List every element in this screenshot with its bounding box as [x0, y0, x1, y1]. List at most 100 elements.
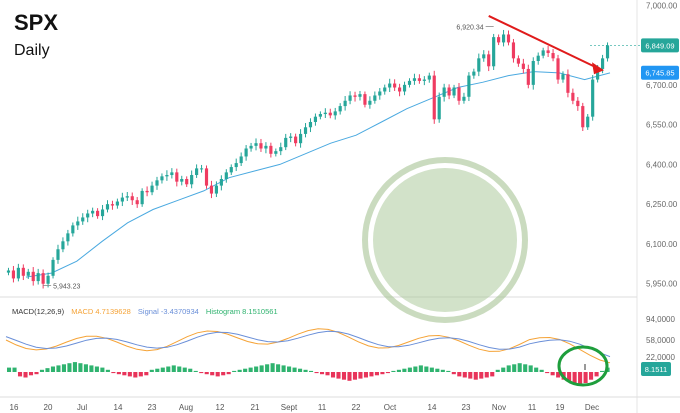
histogram-bar [369, 372, 374, 377]
candle-body [581, 106, 585, 128]
candle-body [541, 50, 545, 56]
candle-body [432, 75, 436, 120]
histogram-bar [385, 372, 390, 374]
candle-body [531, 60, 535, 85]
histogram-bar [583, 372, 588, 383]
y-tick-label: 7,000.00 [646, 1, 678, 10]
histogram-bar [358, 372, 363, 379]
candle-body [422, 79, 426, 81]
macd-legend-title: MACD(12,26,9) [12, 307, 65, 316]
candle-body [447, 87, 451, 96]
candle-body [125, 196, 129, 198]
candle-body [214, 185, 218, 194]
candle-body [506, 34, 511, 43]
histogram-bar [556, 372, 561, 378]
candle-body [402, 84, 407, 92]
candle-body [110, 204, 115, 206]
histogram-bar [188, 368, 193, 372]
candle-body [185, 178, 189, 185]
candle-body [348, 95, 352, 101]
histogram-bar [479, 372, 484, 379]
trendline-arrowhead [592, 62, 604, 75]
x-tick-label: Dec [585, 403, 599, 412]
candle-body [135, 200, 139, 205]
candle-body [86, 213, 90, 218]
histogram-bar [265, 364, 270, 372]
histogram-bar [177, 366, 182, 372]
y-tick-label: 6,250.00 [646, 200, 678, 209]
price-badge [641, 38, 679, 53]
histogram-bar [243, 368, 248, 372]
candle-body [274, 151, 278, 154]
histogram-bar [501, 367, 506, 372]
histogram-bar [94, 366, 99, 372]
x-tick-label: Aug [179, 403, 193, 412]
candle-body [289, 136, 293, 138]
x-tick-label: 12 [216, 403, 225, 412]
macd-legend-macd: MACD 4.7139628 [71, 307, 131, 316]
ma-badge [641, 65, 679, 80]
hist-badge-label: 8.1511 [645, 365, 667, 374]
histogram-bar [484, 372, 489, 378]
histogram-bar [435, 368, 440, 372]
candle-body [11, 270, 16, 279]
x-tick-label: 16 [10, 403, 19, 412]
candle-body [180, 178, 184, 182]
candle-body [21, 267, 25, 276]
histogram-bar [309, 370, 314, 372]
candle-body [591, 79, 595, 117]
histogram-bar [468, 372, 473, 379]
x-tick-label: Sept [281, 403, 298, 412]
x-tick-label: 11 [528, 403, 537, 412]
candle-body [482, 54, 486, 59]
histogram-bar [314, 372, 319, 374]
x-tick-label: 14 [428, 403, 437, 412]
histogram-bar [215, 372, 220, 377]
candle-body [91, 210, 95, 214]
candle-body [600, 58, 605, 69]
histogram-bar [528, 365, 533, 372]
histogram-bar [34, 372, 39, 375]
candle-body [536, 55, 540, 61]
histogram-bar [39, 369, 45, 372]
candle-body [239, 156, 243, 164]
candle-body [36, 273, 40, 282]
histogram-bar [424, 366, 429, 372]
candle-body [353, 95, 357, 97]
macd-y-tick-label: 58,0000 [646, 336, 675, 345]
x-tick-label: 20 [44, 403, 53, 412]
candle-body [195, 168, 199, 176]
macd-y-tick-label: 22,0000 [646, 353, 675, 362]
candle-body [338, 106, 342, 112]
candle-body [6, 270, 11, 273]
candle-body [427, 75, 431, 80]
histogram-bar [149, 369, 154, 372]
candle-body [472, 71, 476, 76]
candle-body [308, 121, 313, 128]
histogram-bar [12, 367, 17, 372]
histogram-bar [78, 363, 83, 372]
candle-body [81, 217, 85, 222]
candle-body [269, 145, 273, 154]
histogram-bar [105, 369, 110, 372]
histogram-bar [199, 372, 204, 374]
macd-y-tick-label: 94,0000 [646, 315, 675, 324]
candle-body [279, 147, 283, 152]
candle-body [556, 58, 560, 80]
histogram-bar [298, 368, 303, 372]
histogram-bar [281, 365, 286, 372]
candle-body [462, 96, 466, 101]
candle-body [407, 80, 412, 85]
candle-body [526, 68, 530, 85]
histogram-bar [89, 365, 94, 372]
histogram-bar [457, 372, 462, 377]
histogram-bar [600, 370, 605, 372]
histogram-bar [413, 366, 418, 372]
symbol-title: SPX [14, 10, 59, 35]
histogram-bar [287, 366, 292, 372]
candle-body [244, 148, 248, 157]
candle-body [412, 78, 417, 81]
histogram-bar [83, 364, 88, 372]
candle-body [41, 273, 45, 284]
